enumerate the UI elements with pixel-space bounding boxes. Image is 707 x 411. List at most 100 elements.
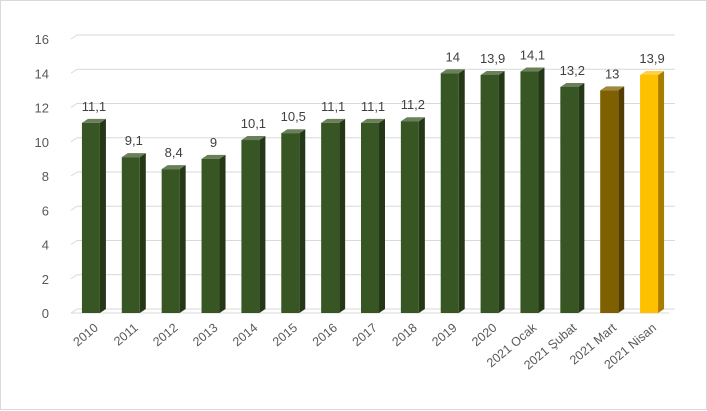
bar-side <box>219 154 226 313</box>
bar <box>560 82 585 313</box>
data-label: 13,9 <box>480 51 505 66</box>
bar-side <box>658 70 665 314</box>
x-tick-label: 2019 <box>429 321 459 350</box>
x-tick-label: 2020 <box>469 321 499 350</box>
bar <box>281 129 306 313</box>
y-axis: 0 2 4 6 8 10 12 14 16 <box>35 32 49 321</box>
bar <box>640 70 665 314</box>
bar-top <box>161 165 186 170</box>
bar <box>161 165 186 313</box>
bar <box>600 86 625 313</box>
bar-side <box>99 118 106 313</box>
data-label: 8,4 <box>165 145 183 160</box>
y-tick-label: 4 <box>42 238 49 253</box>
data-label: 14,1 <box>520 48 545 63</box>
bar-side <box>339 118 346 313</box>
bar-side <box>179 165 186 313</box>
bar-side <box>379 118 385 313</box>
data-label: 13,9 <box>639 51 664 66</box>
bar-front <box>361 122 379 313</box>
data-label: 11,2 <box>401 97 425 112</box>
bar-front <box>321 122 340 313</box>
x-tick-label: 2012 <box>150 321 180 350</box>
bar-front <box>400 121 419 313</box>
bar-top <box>321 118 346 123</box>
bar <box>241 136 266 313</box>
bar-top <box>81 118 106 123</box>
bar <box>400 117 425 313</box>
bar-front <box>241 140 260 313</box>
bar-top <box>640 70 665 75</box>
bar-front <box>480 74 499 314</box>
bar-side <box>299 129 306 313</box>
gridline-depth <box>70 68 78 74</box>
x-tick-label: 2015 <box>270 321 300 350</box>
data-labels: 11,1 9,1 8,4 9 10,1 10,5 11,1 11,1 11,2 14 13,9 14,… <box>82 48 665 161</box>
y-tick-label: 16 <box>35 32 49 47</box>
x-tick-label: 2013 <box>190 321 220 350</box>
y-tick-label: 10 <box>35 135 49 150</box>
data-label: 9,1 <box>125 133 143 148</box>
y-tick-label: 0 <box>42 306 49 321</box>
data-label: 11,1 <box>321 99 345 114</box>
bar-front <box>281 133 300 313</box>
y-tick-label: 2 <box>42 272 49 287</box>
bar-top <box>241 136 266 141</box>
bar-front <box>81 122 100 313</box>
bar-front <box>520 71 539 313</box>
bar-front <box>440 73 459 313</box>
gridline-depth <box>70 103 78 108</box>
bar-side <box>498 70 505 314</box>
gridline-depth <box>70 308 78 314</box>
bar-side <box>259 136 266 313</box>
y-tick-label: 12 <box>35 101 49 116</box>
bar <box>480 70 505 314</box>
data-label: 10,1 <box>241 116 266 131</box>
bar-top <box>480 70 505 75</box>
gridline-depth <box>70 34 78 40</box>
bar <box>361 118 385 313</box>
gridline-depth <box>70 171 78 177</box>
x-tick-label: 2010 <box>71 321 101 350</box>
bars <box>81 67 665 314</box>
bar-top <box>440 69 465 74</box>
bar-top <box>520 67 545 72</box>
bar-front <box>640 74 659 314</box>
bar-side <box>458 69 465 313</box>
gridline-depth <box>70 205 78 211</box>
bar-top <box>361 118 385 123</box>
data-label: 13,2 <box>560 63 585 78</box>
x-tick-label: 2016 <box>310 321 340 350</box>
bar-front <box>121 157 140 313</box>
x-tick-label: 2014 <box>230 321 260 350</box>
bar-top <box>600 86 625 91</box>
y-tick-label: 14 <box>35 66 49 81</box>
bar <box>201 154 226 313</box>
bar-side <box>139 153 146 313</box>
bar-side <box>578 82 585 313</box>
data-label: 11,1 <box>361 99 385 114</box>
data-label: 11,1 <box>82 99 106 114</box>
y-tick-label: 8 <box>42 169 49 184</box>
bar-side <box>618 86 625 313</box>
bar <box>81 118 106 313</box>
bar-top <box>281 129 306 134</box>
gridline-depth <box>70 137 78 143</box>
bar <box>121 153 146 313</box>
bar-front <box>600 90 619 313</box>
data-label: 13 <box>605 66 619 81</box>
bar-side <box>538 67 545 313</box>
x-axis: 2010 2011 2012 2013 2014 2015 2016 2017 2018 2019… <box>71 320 659 372</box>
x-tick-label: 2018 <box>389 321 419 350</box>
bar-front <box>560 86 579 313</box>
y-tick-label: 6 <box>42 203 49 218</box>
bar <box>321 118 346 313</box>
data-label: 9 <box>210 135 217 150</box>
bar-top <box>121 153 146 158</box>
data-label: 10,5 <box>281 109 306 124</box>
bar-front <box>201 158 220 313</box>
bar-front <box>161 169 180 313</box>
bar-top <box>201 154 226 159</box>
